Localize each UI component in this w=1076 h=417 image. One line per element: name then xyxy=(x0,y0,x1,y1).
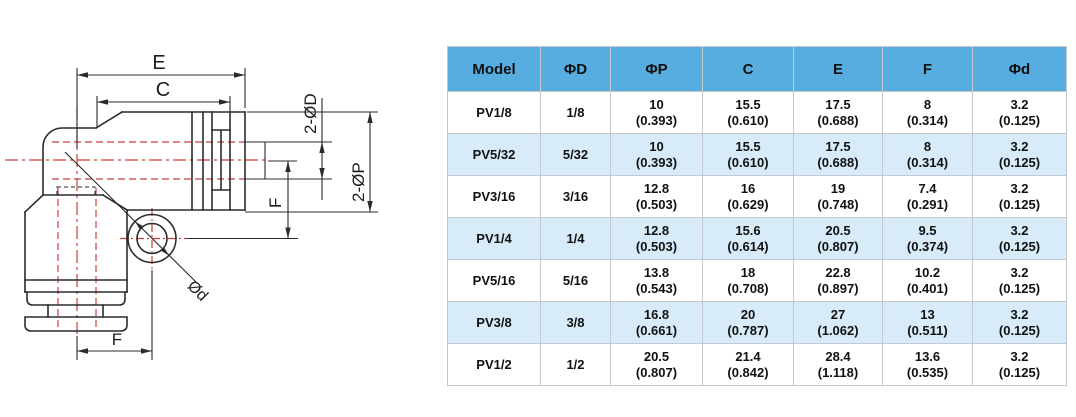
cell-model: PV3/16 xyxy=(447,175,541,218)
cell-model: PV1/8 xyxy=(447,91,541,134)
technical-drawing: E C 2-ØD 2-ØP F F xyxy=(5,52,378,360)
col-header-c: C xyxy=(702,46,794,92)
cell-dim-f: 10.2 (0.401) xyxy=(882,259,973,302)
cell-model: PV1/2 xyxy=(447,343,541,386)
spec-table: Model ΦD ΦP C E F Φd PV1/8 1/8 10 (0.393)… xyxy=(447,46,1067,386)
cell-thread-size: 1/4 xyxy=(540,217,611,260)
cell-thread-size: 5/16 xyxy=(540,259,611,302)
table-row: PV1/2 1/2 20.5 (0.807) 21.4 (0.842) 28.4 (1… xyxy=(447,343,1067,386)
col-header-op: ΦP xyxy=(610,46,703,92)
cell-model: PV5/32 xyxy=(447,133,541,176)
cell-dim-e: 27 (1.062) xyxy=(793,301,883,344)
cell-dim-p: 13.8 (0.543) xyxy=(610,259,703,302)
cell-dim-c: 16 (0.629) xyxy=(702,175,794,218)
cell-dim-c: 15.5 (0.610) xyxy=(702,133,794,176)
cell-dim-c: 18 (0.708) xyxy=(702,259,794,302)
cell-thread-size: 1/8 xyxy=(540,91,611,134)
dimension-lines: E C 2-ØD 2-ØP F F xyxy=(76,52,378,360)
cell-dim-d: 3.2 (0.125) xyxy=(972,217,1067,260)
cell-dim-f: 9.5 (0.374) xyxy=(882,217,973,260)
cell-dim-f: 13.6 (0.535) xyxy=(882,343,973,386)
dim-label-f-right: F xyxy=(266,198,285,208)
table-row: PV5/32 5/32 10 (0.393) 15.5 (0.610) 17.5 (0… xyxy=(447,133,1067,176)
table-row: PV3/16 3/16 12.8 (0.503) 16 (0.629) 19 (0.7… xyxy=(447,175,1067,218)
cell-dim-f: 13 (0.511) xyxy=(882,301,973,344)
dim-label-2od: 2-ØD xyxy=(301,93,320,134)
cell-model: PV3/8 xyxy=(447,301,541,344)
col-header-f: F xyxy=(882,46,973,92)
cell-dim-c: 20 (0.787) xyxy=(702,301,794,344)
cell-dim-p: 12.8 (0.503) xyxy=(610,217,703,260)
cell-dim-p: 16.8 (0.661) xyxy=(610,301,703,344)
cell-dim-c: 15.6 (0.614) xyxy=(702,217,794,260)
cell-dim-e: 19 (0.748) xyxy=(793,175,883,218)
table-row: PV1/4 1/4 12.8 (0.503) 15.6 (0.614) 20.5 (0… xyxy=(447,217,1067,260)
cell-model: PV5/16 xyxy=(447,259,541,302)
hidden-detail xyxy=(56,186,96,196)
table-row: PV1/8 1/8 10 (0.393) 15.5 (0.610) 17.5 (0.6… xyxy=(447,91,1067,134)
cell-model: PV1/4 xyxy=(447,217,541,260)
cell-dim-f: 7.4 (0.291) xyxy=(882,175,973,218)
col-header-e: E xyxy=(793,46,883,92)
table-row: PV5/16 5/16 13.8 (0.543) 18 (0.708) 22.8 (0… xyxy=(447,259,1067,302)
cell-dim-f: 8 (0.314) xyxy=(882,91,973,134)
cell-thread-size: 1/2 xyxy=(540,343,611,386)
cell-dim-e: 20.5 (0.807) xyxy=(793,217,883,260)
cell-dim-p: 12.8 (0.503) xyxy=(610,175,703,218)
dim-label-c: C xyxy=(156,79,170,101)
cell-dim-p: 10 (0.393) xyxy=(610,91,703,134)
col-header-od: ΦD xyxy=(540,46,611,92)
cell-dim-d: 3.2 (0.125) xyxy=(972,259,1067,302)
dim-label-od: Ød xyxy=(184,278,211,305)
cell-dim-p: 10 (0.393) xyxy=(610,133,703,176)
cell-thread-size: 3/8 xyxy=(540,301,611,344)
cell-thread-size: 3/16 xyxy=(540,175,611,218)
col-header-model: Model xyxy=(447,46,541,92)
cell-thread-size: 5/32 xyxy=(540,133,611,176)
cell-dim-f: 8 (0.314) xyxy=(882,133,973,176)
cell-dim-e: 28.4 (1.118) xyxy=(793,343,883,386)
col-header-od2: Φd xyxy=(972,46,1067,92)
cell-dim-d: 3.2 (0.125) xyxy=(972,91,1067,134)
table-header-row: Model ΦD ΦP C E F Φd xyxy=(447,46,1067,92)
cell-dim-d: 3.2 (0.125) xyxy=(972,133,1067,176)
cell-dim-e: 17.5 (0.688) xyxy=(793,133,883,176)
cell-dim-p: 20.5 (0.807) xyxy=(610,343,703,386)
cell-dim-d: 3.2 (0.125) xyxy=(972,175,1067,218)
table-row: PV3/8 3/8 16.8 (0.661) 20 (0.787) 27 (1.062… xyxy=(447,301,1067,344)
dim-label-2op: 2-ØP xyxy=(349,162,368,202)
cell-dim-d: 3.2 (0.125) xyxy=(972,343,1067,386)
cell-dim-e: 22.8 (0.897) xyxy=(793,259,883,302)
dim-label-e: E xyxy=(152,52,165,74)
cell-dim-c: 15.5 (0.610) xyxy=(702,91,794,134)
cell-dim-e: 17.5 (0.688) xyxy=(793,91,883,134)
fitting-outline xyxy=(23,110,332,332)
mounting-hole xyxy=(64,151,197,283)
cell-dim-c: 21.4 (0.842) xyxy=(702,343,794,386)
cell-dim-d: 3.2 (0.125) xyxy=(972,301,1067,344)
dim-label-f-bottom: F xyxy=(112,330,122,349)
